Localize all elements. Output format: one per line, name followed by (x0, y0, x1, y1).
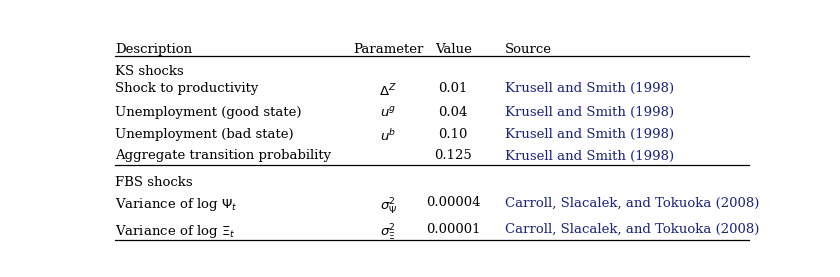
Text: $\Delta^Z$: $\Delta^Z$ (380, 82, 397, 99)
Text: Unemployment (bad state): Unemployment (bad state) (115, 128, 293, 141)
Text: KS shocks: KS shocks (115, 65, 183, 78)
Text: 0.10: 0.10 (438, 128, 468, 141)
Text: Unemployment (good state): Unemployment (good state) (115, 106, 302, 119)
Text: $\sigma^2_{\Xi}$: $\sigma^2_{\Xi}$ (381, 223, 396, 243)
Text: FBS shocks: FBS shocks (115, 176, 192, 189)
Text: Source: Source (506, 43, 553, 56)
Text: Description: Description (115, 43, 192, 56)
Text: $u^b$: $u^b$ (380, 128, 396, 144)
Text: $\sigma^2_{\Psi}$: $\sigma^2_{\Psi}$ (380, 196, 396, 217)
Text: Carroll, Slacalek, and Tokuoka (2008): Carroll, Slacalek, and Tokuoka (2008) (506, 223, 759, 236)
Text: 0.125: 0.125 (434, 150, 472, 163)
Text: 0.00001: 0.00001 (426, 223, 480, 236)
Text: Krusell and Smith (1998): Krusell and Smith (1998) (506, 106, 675, 119)
Text: Variance of log $\Psi_t$: Variance of log $\Psi_t$ (115, 196, 237, 213)
Text: 0.04: 0.04 (438, 106, 468, 119)
Text: Krusell and Smith (1998): Krusell and Smith (1998) (506, 150, 675, 163)
Text: Aggregate transition probability: Aggregate transition probability (115, 150, 331, 163)
Text: Parameter: Parameter (353, 43, 423, 56)
Text: 0.00004: 0.00004 (426, 196, 480, 209)
Text: Shock to productivity: Shock to productivity (115, 82, 258, 95)
Text: Carroll, Slacalek, and Tokuoka (2008): Carroll, Slacalek, and Tokuoka (2008) (506, 196, 759, 209)
Text: Krusell and Smith (1998): Krusell and Smith (1998) (506, 82, 675, 95)
Text: 0.01: 0.01 (438, 82, 468, 95)
Text: Value: Value (435, 43, 472, 56)
Text: Krusell and Smith (1998): Krusell and Smith (1998) (506, 128, 675, 141)
Text: Variance of log $\Xi_t$: Variance of log $\Xi_t$ (115, 223, 235, 240)
Text: $u^g$: $u^g$ (380, 106, 396, 120)
